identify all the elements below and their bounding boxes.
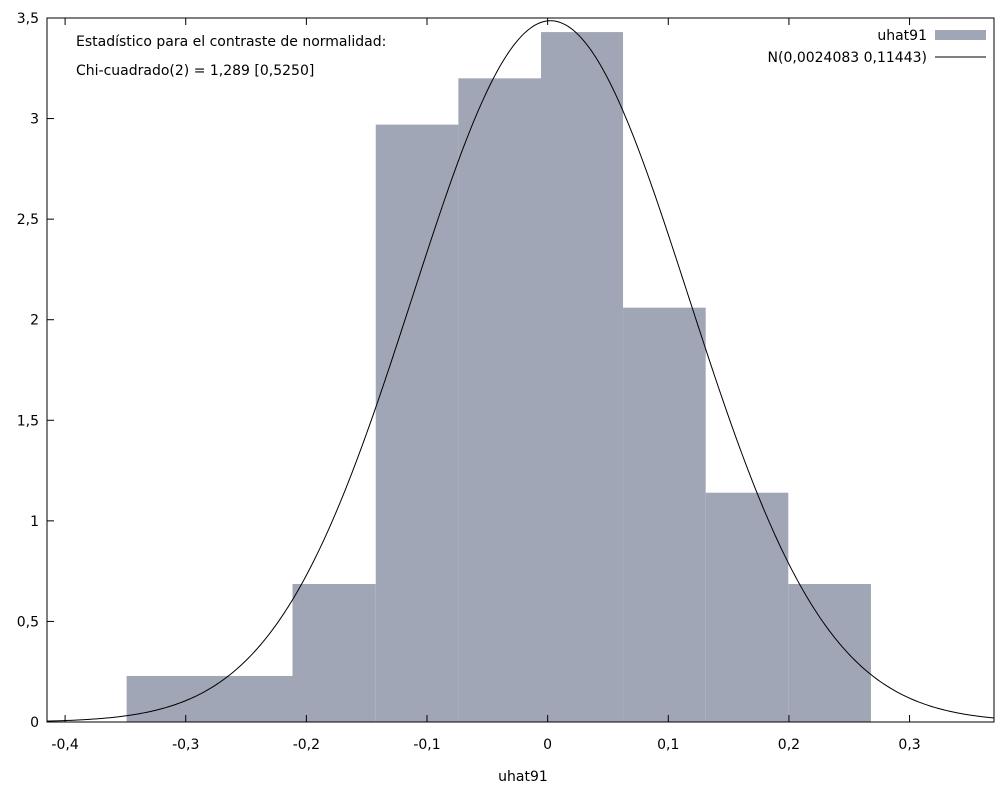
x-axis-ticks: -0,4 -0,3 -0,2 -0,1 0 0,1 0,2 0,3 (51, 18, 921, 753)
x-axis-label: uhat91 (498, 769, 548, 785)
x-tick-label: -0,3 (172, 737, 199, 753)
x-tick-label: 0,1 (657, 737, 679, 753)
histogram-bar-5 (623, 307, 706, 722)
normality-test-title: Estadístico para el contraste de normali… (76, 34, 386, 50)
normality-test-statistic: Chi-cuadrado(2) = 1,289 [0,5250] (76, 63, 314, 79)
y-tick-label: 3,5 (17, 11, 39, 27)
legend-swatch-histogram (935, 30, 986, 40)
y-tick-label: 2 (30, 313, 39, 329)
y-tick-label: 3 (30, 112, 39, 128)
legend: uhat91 N(0,0024083 0,11443) (768, 28, 986, 66)
x-tick-label: -0,4 (51, 737, 78, 753)
y-axis-ticks: 0 0,5 1 1,5 2 2,5 3 3,5 (17, 11, 54, 731)
legend-label-normal: N(0,0024083 0,11443) (768, 50, 927, 66)
y-tick-label: 0 (30, 715, 39, 731)
x-tick-label: 0,2 (778, 737, 800, 753)
x-tick-label: 0,3 (898, 737, 920, 753)
legend-label-histogram: uhat91 (877, 28, 927, 44)
y-tick-label: 2,5 (17, 212, 39, 228)
normal-density-curve (46, 20, 995, 722)
histogram-bar-1 (292, 584, 376, 722)
histogram-bar-7 (788, 584, 871, 722)
y-tick-label: 1 (30, 514, 39, 530)
histogram-bars (126, 32, 871, 723)
y-tick-label: 0,5 (17, 614, 39, 630)
x-tick-label: 0 (543, 737, 552, 753)
histogram-bar-2 (375, 124, 459, 722)
x-tick-label: -0,2 (293, 737, 320, 753)
y-tick-label: 1,5 (17, 413, 39, 429)
histogram-bar-6 (705, 492, 789, 722)
histogram-bar-3 (458, 78, 542, 723)
histogram-bar-0 (126, 675, 293, 722)
histogram-bar-4 (541, 32, 624, 722)
x-tick-label: -0,1 (413, 737, 440, 753)
plot-frame (46, 17, 995, 723)
